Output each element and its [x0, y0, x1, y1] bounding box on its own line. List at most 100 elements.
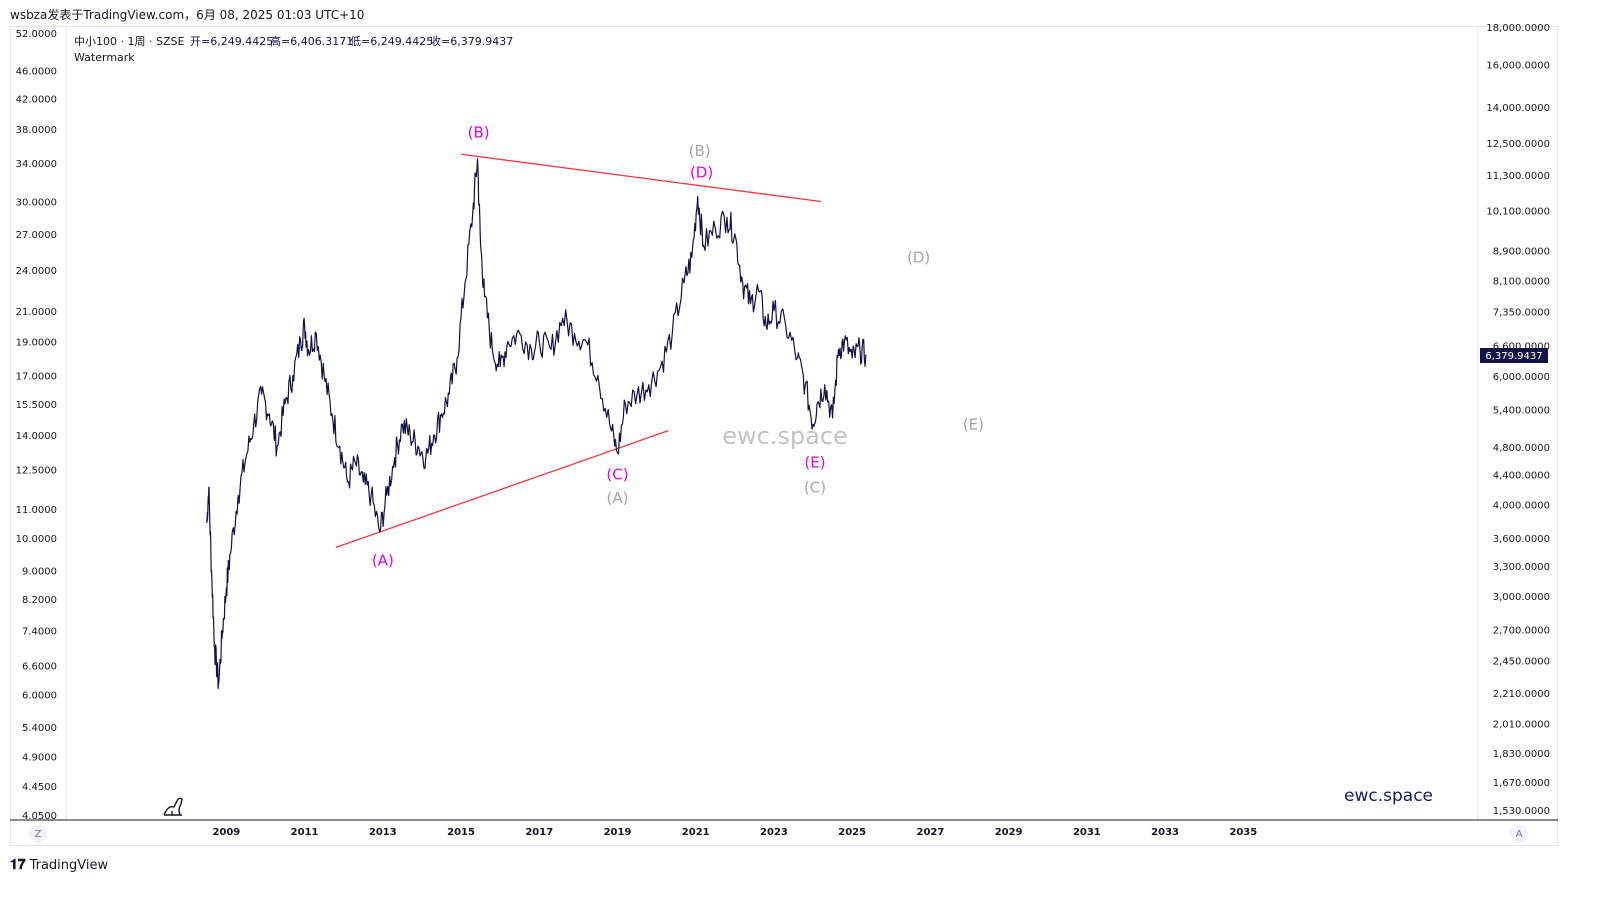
left-axis-tick-label: 7.4000 — [22, 626, 57, 637]
left-axis-tick-label: 42.0000 — [16, 94, 57, 105]
left-axis-tick-label: 4.4500 — [22, 782, 57, 793]
left-axis-tick-label: 27.0000 — [16, 230, 57, 241]
time-axis-tick-label: 2019 — [604, 827, 632, 838]
tradingview-brand-text: TradingView — [29, 857, 109, 873]
time-axis-tick-label: 2017 — [525, 827, 553, 838]
left-axis-tick-label: 30.0000 — [16, 198, 57, 209]
left-axis-tick-label: 8.2000 — [22, 595, 57, 606]
wave-label[interactable]: (B) — [689, 142, 711, 160]
time-axis-tick-label: 2025 — [838, 827, 866, 838]
chart-frame — [10, 26, 1558, 846]
left-axis-tick-label: 6.0000 — [22, 691, 57, 702]
left-axis-tick-label: 14.0000 — [16, 431, 57, 442]
left-axis-tick-label: 21.0000 — [16, 307, 57, 318]
time-axis-tick-label: 2035 — [1229, 827, 1257, 838]
trendlines — [335, 153, 821, 549]
wave-labels: (A) (B) (C) (D) (E) (A) (B) (C) (D) (E) — [372, 123, 984, 569]
right-axis-tick-label: 4,000.0000 — [1493, 501, 1550, 512]
legend-close: 收=6,379.9437 — [430, 34, 513, 48]
left-axis-tick-label: 15.5000 — [16, 400, 57, 411]
price-series — [206, 158, 867, 690]
left-axis-tick-label: 11.0000 — [16, 505, 57, 516]
auto-scale-button[interactable]: A — [1510, 825, 1528, 843]
time-axis-tick-label: 2029 — [995, 827, 1023, 838]
legend-high: 高=6,406.3171 — [270, 34, 353, 48]
right-axis-tick-label: 11,300.0000 — [1486, 171, 1550, 182]
wave-label[interactable]: (D) — [690, 163, 713, 181]
left-axis-tick-label: 24.0000 — [16, 266, 57, 277]
wave-label[interactable]: (E) — [804, 453, 825, 471]
right-axis-tick-label: 3,300.0000 — [1493, 562, 1550, 573]
left-axis-tick-label: 17.0000 — [16, 372, 57, 383]
left-axis-tick-label: 34.0000 — [16, 159, 57, 170]
right-axis-tick-label: 18,000.0000 — [1486, 23, 1550, 34]
trendline[interactable] — [335, 430, 669, 549]
right-axis-tick-label: 8,100.0000 — [1493, 277, 1550, 288]
wave-label[interactable]: (A) — [372, 551, 394, 569]
time-axis-tick-label: 2023 — [760, 827, 788, 838]
left-axis-tick-label: 4.9000 — [22, 753, 57, 764]
right-axis-tick-label: 1,830.0000 — [1493, 749, 1550, 760]
center-watermark: ewc.space — [722, 422, 848, 450]
time-axis-tick-label: 2011 — [291, 827, 319, 838]
time-axis-tick-label: 2009 — [212, 827, 240, 838]
right-axis-tick-label: 2,210.0000 — [1493, 689, 1550, 700]
time-axis-tick-label: 2015 — [447, 827, 475, 838]
log-scale-left-button[interactable]: Z — [29, 825, 47, 843]
right-axis-tick-label: 7,350.0000 — [1493, 307, 1550, 318]
left-axis-tick-label: 5.4000 — [22, 723, 57, 734]
last-price-badge-text: 6,379.9437 — [1485, 351, 1542, 362]
right-axis-tick-label: 2,010.0000 — [1493, 719, 1550, 730]
price-line — [206, 158, 867, 690]
trendline[interactable] — [460, 153, 821, 203]
time-axis-tick-label: 2027 — [916, 827, 944, 838]
time-axis-tick-label: 2033 — [1151, 827, 1179, 838]
wave-label[interactable]: (E) — [963, 415, 984, 433]
time-axis[interactable]: 2009 2011 2013 2015 2017 2019 2021 2023 2025 2027… — [212, 827, 1257, 838]
left-axis-tick-label: 4.0500 — [22, 811, 57, 822]
wave-label[interactable]: (A) — [607, 489, 629, 507]
right-axis-tick-label: 14,000.0000 — [1486, 103, 1550, 114]
time-axis-tick-label: 2031 — [1073, 827, 1101, 838]
time-axis-tick-label: 2021 — [682, 827, 710, 838]
right-axis-tick-label: 1,530.0000 — [1493, 806, 1550, 817]
right-axis-tick-label: 6,000.0000 — [1493, 372, 1550, 383]
right-price-axis[interactable]: 18,000.0000 16,000.0000 14,000.0000 12,500.… — [1486, 23, 1550, 817]
right-axis-tick-label: 6,600.0000 — [1493, 342, 1550, 353]
left-price-axis[interactable]: 52.0000 46.0000 42.0000 38.0000 34.0000 30.00… — [16, 29, 57, 822]
left-axis-tick-label: 9.0000 — [22, 566, 57, 577]
dino-icon — [163, 797, 183, 816]
right-axis-tick-label: 2,700.0000 — [1493, 626, 1550, 637]
right-axis-tick-label: 1,670.0000 — [1493, 778, 1550, 789]
wave-label[interactable]: (C) — [804, 478, 826, 496]
wave-label[interactable]: (D) — [907, 248, 930, 266]
left-axis-tick-label: 19.0000 — [16, 337, 57, 348]
legend-low: 低=6,249.4425 — [350, 35, 433, 48]
right-axis-tick-label: 3,600.0000 — [1493, 534, 1550, 545]
left-axis-tick-label: 12.5000 — [16, 466, 57, 477]
left-axis-tick-label: 10.0000 — [16, 534, 57, 545]
right-axis-tick-label: 8,900.0000 — [1493, 247, 1550, 258]
right-axis-tick-label: 4,400.0000 — [1493, 470, 1550, 481]
legend-symbol: 中小100 · 1周 · SZSE — [74, 35, 184, 48]
left-axis-tick-label: 52.0000 — [16, 29, 57, 40]
tradingview-brand[interactable]: 𝟏𝟕 TradingView — [10, 857, 108, 873]
right-axis-tick-label: 5,400.0000 — [1493, 405, 1550, 416]
right-axis-tick-label: 2,450.0000 — [1493, 656, 1550, 667]
left-axis-tick-label: 6.6000 — [22, 661, 57, 672]
tradingview-logo-icon: 𝟏𝟕 — [10, 857, 26, 873]
right-axis-tick-label: 16,000.0000 — [1486, 60, 1550, 71]
right-axis-tick-label: 12,500.0000 — [1486, 139, 1550, 150]
publish-info: wsbza发表于TradingView.com，6月 08, 2025 01:0… — [10, 8, 365, 22]
left-axis-tick-label: 38.0000 — [16, 125, 57, 136]
time-axis-tick-label: 2013 — [369, 827, 397, 838]
right-axis-tick-label: 3,000.0000 — [1493, 592, 1550, 603]
wave-label[interactable]: (C) — [606, 466, 628, 484]
legend-indicator: Watermark — [74, 51, 135, 64]
corner-watermark: ewc.space — [1344, 786, 1433, 806]
left-axis-tick-label: 46.0000 — [16, 67, 57, 78]
last-price-badge — [1480, 348, 1548, 363]
wave-label[interactable]: (B) — [468, 123, 490, 141]
right-axis-tick-label: 4,800.0000 — [1493, 443, 1550, 454]
